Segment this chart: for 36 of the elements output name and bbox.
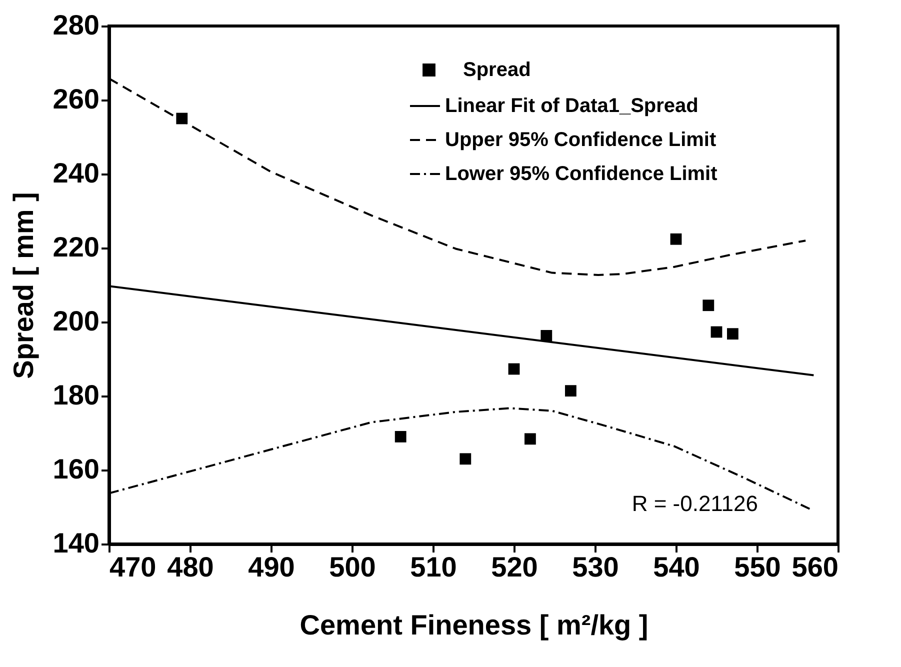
- point: [710, 326, 722, 338]
- y-tick-label: 180: [52, 380, 100, 410]
- y-tick-label: 240: [52, 158, 100, 188]
- annotation: R = -0.21126: [632, 491, 758, 516]
- y-tick-label: 220: [52, 232, 100, 262]
- legend-label: Spread: [463, 59, 531, 81]
- point: [176, 112, 188, 124]
- point: [540, 330, 552, 342]
- legend-label: Lower 95% Confidence Limit: [445, 163, 718, 185]
- x-tick-label: 470: [110, 552, 156, 582]
- y-tick-label: 280: [52, 10, 100, 40]
- x-tick-label: 540: [653, 552, 700, 582]
- legend-label: Upper 95% Confidence Limit: [445, 129, 716, 151]
- x-tick-label: 530: [572, 552, 619, 582]
- x-tick-label: 550: [734, 552, 781, 582]
- y-tick-label: 140: [52, 528, 100, 558]
- x-tick-label: 520: [491, 552, 538, 582]
- point: [565, 385, 576, 397]
- point: [702, 300, 714, 312]
- y-tick-label: 160: [52, 454, 100, 484]
- point: [727, 328, 738, 340]
- y-tick-label: 260: [52, 84, 100, 114]
- point: [508, 363, 520, 375]
- x-tick-label: 510: [410, 552, 457, 582]
- x-axis-title: Cement Fineness [ m²/kg ]: [300, 610, 648, 640]
- point: [524, 433, 536, 445]
- x-tick-label: 500: [329, 552, 376, 582]
- point: [460, 453, 472, 465]
- point: [394, 431, 406, 442]
- x-tick-label: 480: [167, 552, 214, 582]
- y-axis-title: Spread [ mm ]: [8, 192, 39, 379]
- x-tick-label: 560: [792, 552, 838, 582]
- y-tick-label: 200: [52, 306, 100, 336]
- x-tick-label: 490: [248, 552, 295, 582]
- legend-label: Linear Fit of Data1_Spread: [445, 95, 698, 117]
- point: [670, 233, 682, 245]
